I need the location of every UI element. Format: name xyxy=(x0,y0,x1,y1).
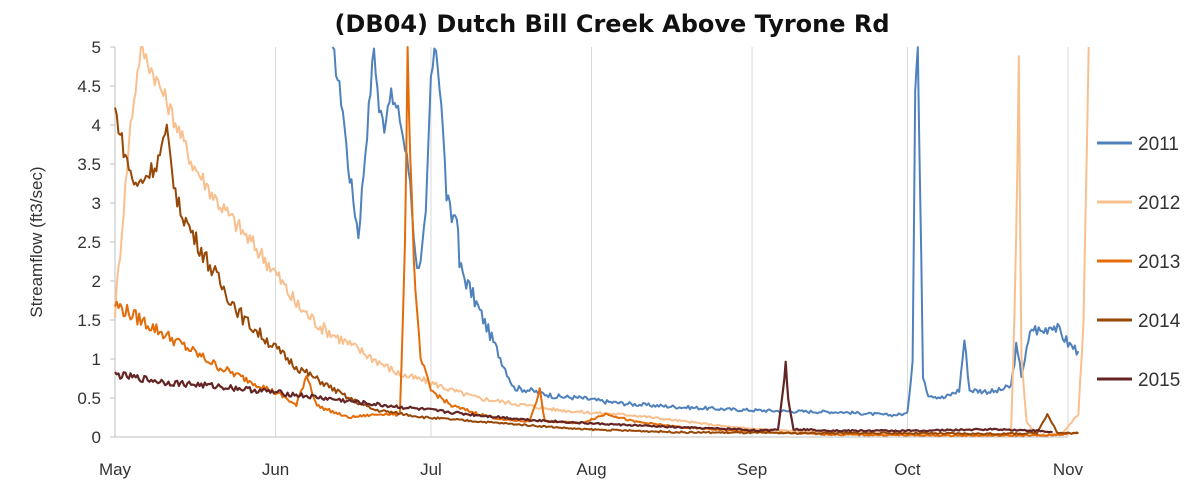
x-tick-label: Sep xyxy=(737,460,767,479)
legend-label-2013: 2013 xyxy=(1138,252,1180,273)
series-line-2015 xyxy=(114,360,1053,434)
legend-label-2014: 2014 xyxy=(1138,311,1181,332)
x-tick-label: Jun xyxy=(262,460,289,479)
legend-label-2011: 2011 xyxy=(1138,134,1179,155)
x-tick-label: May xyxy=(99,460,132,479)
y-tick-label: 1 xyxy=(92,350,101,369)
y-tick-label: 4.5 xyxy=(77,77,101,96)
y-axis-label: Streamflow (ft3/sec) xyxy=(27,166,46,317)
series-line-2011 xyxy=(331,46,1080,418)
axis-layer: 0 0.5 1 1.5 2 2.5 3 3.5 4 4.5 5 May Jun Jul Aug Sep Oct N… xyxy=(77,38,1083,479)
series-line-2013 xyxy=(114,46,1079,438)
grid-layer xyxy=(114,47,1069,437)
y-tick-label: 4 xyxy=(92,116,101,135)
series-layer xyxy=(114,46,1090,438)
x-tick-label: Jul xyxy=(420,460,442,479)
x-tick-label: Oct xyxy=(894,460,921,479)
y-tick-label: 5 xyxy=(92,38,101,57)
legend: 2011 2012 2013 2014 2015 xyxy=(1097,134,1181,391)
y-tick-label: 2 xyxy=(92,272,101,291)
legend-label-2012: 2012 xyxy=(1138,193,1180,214)
x-tick-label: Nov xyxy=(1053,460,1084,479)
x-tick-label: Aug xyxy=(576,460,606,479)
y-tick-label: 3.5 xyxy=(77,155,101,174)
chart-title: (DB04) Dutch Bill Creek Above Tyrone Rd xyxy=(334,10,889,38)
series-line-2014 xyxy=(114,107,1079,436)
series-line-2012 xyxy=(114,46,1090,438)
y-tick-label: 3 xyxy=(92,194,101,213)
y-tick-label: 0 xyxy=(92,428,101,447)
y-tick-label: 2.5 xyxy=(77,233,101,252)
y-tick-label: 1.5 xyxy=(77,311,101,330)
y-tick-label: 0.5 xyxy=(77,389,101,408)
legend-label-2015: 2015 xyxy=(1138,370,1180,391)
